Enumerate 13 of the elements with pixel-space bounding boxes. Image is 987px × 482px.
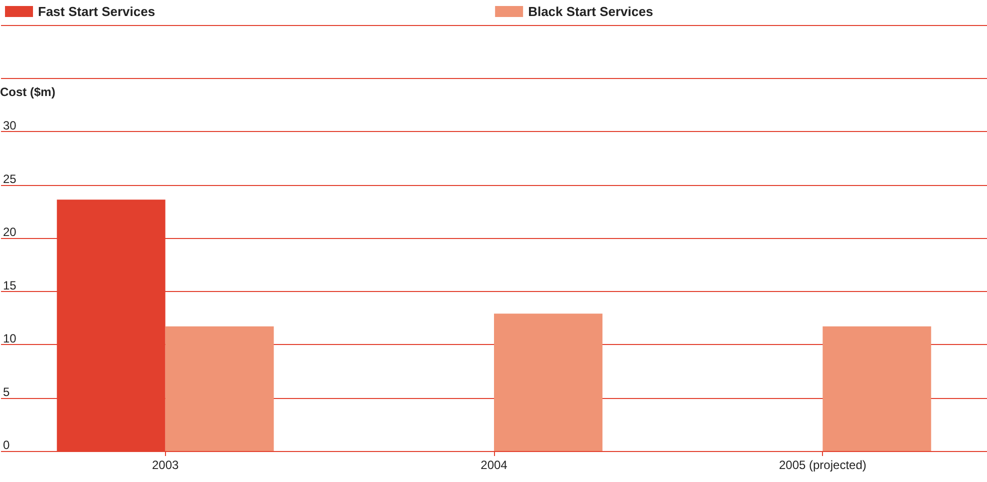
y-tick-label: 20: [3, 225, 17, 239]
y-tick-label: 5: [3, 384, 10, 399]
x-tick-label: 2004: [480, 458, 508, 472]
y-tick-label: 0: [3, 438, 10, 452]
legend-label: Black Start Services: [528, 4, 654, 19]
y-axis-title: Cost ($m): [0, 85, 56, 99]
x-tick-label: 2005 (projected): [778, 458, 866, 472]
x-tick-label: 2003: [152, 458, 180, 472]
y-tick-label: 10: [3, 332, 17, 346]
y-tick-label: 15: [3, 278, 17, 292]
y-tick-label: 30: [3, 118, 17, 132]
legend-label: Fast Start Services: [38, 4, 156, 19]
y-tick-label: 25: [3, 172, 17, 186]
